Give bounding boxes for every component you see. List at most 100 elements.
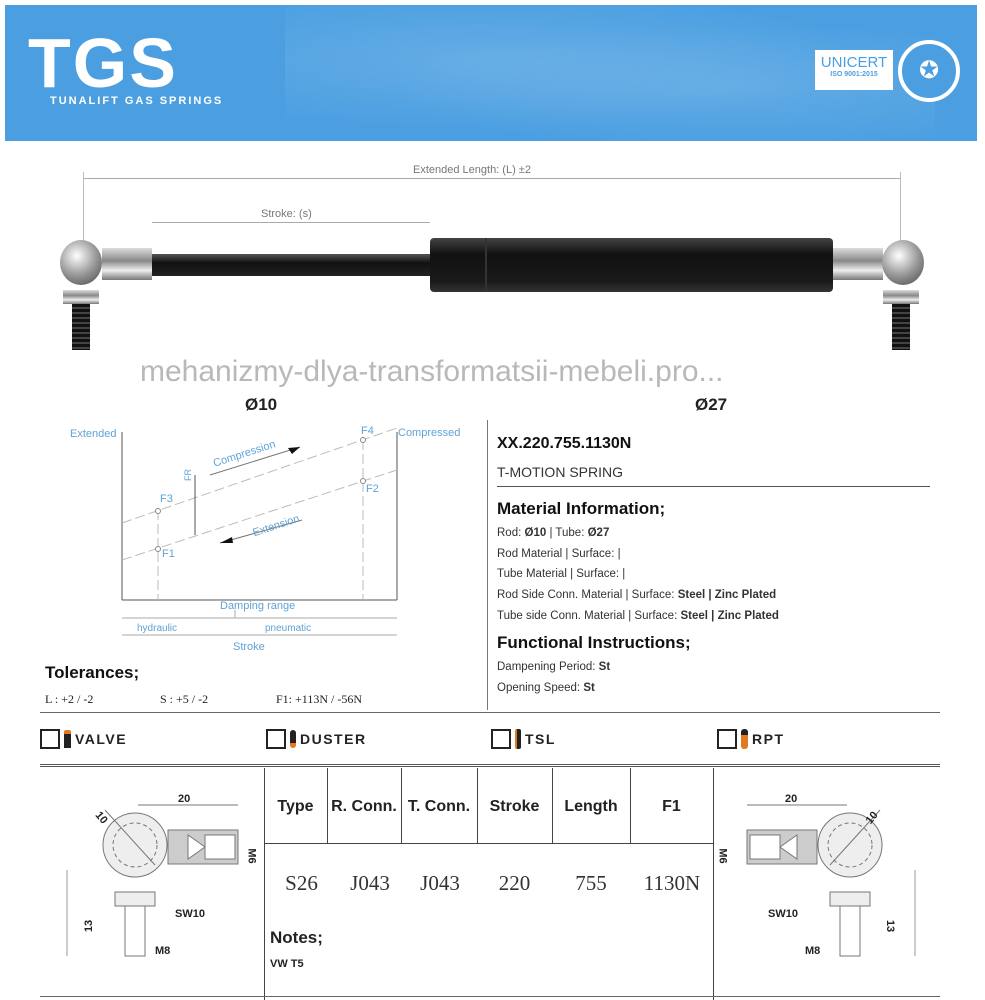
- tube-diameter: Ø27: [695, 395, 728, 414]
- col-divider: [401, 768, 402, 843]
- td-r-conn: J043: [350, 871, 390, 895]
- td-f1: 1130N: [643, 871, 701, 895]
- option-tsl[interactable]: TSL: [491, 729, 556, 749]
- ball-socket-left: [60, 240, 102, 285]
- dim-tick: [83, 172, 84, 252]
- damping-range-label: Damping range: [220, 600, 296, 612]
- compressed-label: Compressed: [398, 427, 461, 439]
- duster-checkbox[interactable]: [266, 729, 286, 749]
- f2-label: F2: [366, 483, 379, 495]
- tube-value: Ø27: [587, 527, 610, 539]
- col-divider: [630, 768, 631, 843]
- col-divider: [477, 768, 478, 843]
- td-t-conn: J043: [420, 871, 460, 895]
- cert-standard: ISO 9001:2015: [830, 71, 878, 78]
- rod-conn-value: Steel | Zinc Plated: [677, 589, 777, 601]
- bottom-divider: [40, 996, 940, 997]
- pneumatic-label: pneumatic: [265, 623, 312, 634]
- th-r-conn: R. Conn.: [331, 798, 397, 815]
- tube-fitting-height: 13: [884, 919, 897, 933]
- th-f1: F1: [662, 798, 681, 815]
- tube-label: | Tube:: [546, 527, 588, 539]
- material-title: Material Information;: [497, 499, 666, 518]
- table-border-right: [713, 768, 714, 1000]
- divider: [497, 486, 930, 487]
- dim-tick: [900, 172, 901, 252]
- tube-fitting-wrench: SW10: [768, 908, 798, 920]
- tube-material: Tube Material | Surface: |: [497, 568, 626, 580]
- tolerances-title: Tolerances;: [45, 663, 140, 682]
- product-code: XX.220.755.1130N: [497, 435, 632, 452]
- option-duster[interactable]: DUSTER: [266, 729, 367, 749]
- rod-conn-material: Rod Side Conn. Material | Surface: Steel…: [497, 589, 776, 601]
- f3-label: F3: [160, 493, 173, 505]
- eagle-seal-icon: ✪: [898, 40, 960, 102]
- tsl-checkbox[interactable]: [491, 729, 511, 749]
- valve-checkbox[interactable]: [40, 729, 60, 749]
- tolerance-f1: F1: +113N / -56N: [276, 692, 362, 706]
- td-type: S26: [285, 871, 318, 895]
- tgs-logo: TGS: [28, 24, 178, 102]
- tube-conn-label: Tube side Conn. Material | Surface:: [497, 610, 681, 622]
- f1-label: F1: [162, 548, 175, 560]
- duster-icon: [290, 730, 296, 748]
- rpt-label: RPT: [752, 731, 785, 747]
- product-name: T-MOTION SPRING: [497, 464, 623, 480]
- rod-fitting-thread: M6: [245, 848, 258, 864]
- option-valve[interactable]: VALVE: [40, 729, 127, 749]
- option-rpt[interactable]: RPT: [717, 729, 785, 749]
- header-row-divider: [264, 843, 714, 844]
- double-divider: [40, 764, 940, 767]
- tube-fitting-width: 20: [785, 793, 798, 805]
- rpt-checkbox[interactable]: [717, 729, 737, 749]
- rod-fitting-drawing: [66, 804, 239, 957]
- rod-fitting-bolt: M8: [155, 945, 171, 957]
- extended-length-line: [83, 178, 901, 179]
- rod-fitting-height: 13: [83, 919, 96, 933]
- dampening-value: St: [598, 661, 611, 673]
- stroke-diagram-label: Stroke: [233, 641, 265, 653]
- nut-right: [883, 290, 919, 304]
- tube-conn-material: Tube side Conn. Material | Surface: Stee…: [497, 610, 779, 622]
- tolerance-s: S : +5 / -2: [160, 692, 209, 706]
- duster-label: DUSTER: [300, 731, 367, 747]
- valve-label: VALVE: [75, 731, 128, 747]
- tube-fitting-bolt: M8: [805, 945, 821, 957]
- speed-label: Opening Speed:: [497, 682, 584, 694]
- tsl-icon: [515, 729, 521, 749]
- bolt-left: [72, 304, 90, 350]
- rod-fitting-wrench: SW10: [175, 908, 205, 920]
- piston-rod: [150, 254, 435, 276]
- rod-tube-diameters: Rod: Ø10 | Tube: Ø27: [497, 527, 609, 539]
- cylinder-tube: [430, 238, 833, 292]
- dampening-period: Dampening Period: St: [497, 661, 610, 673]
- th-stroke: Stroke: [489, 798, 540, 815]
- rod-label: Rod:: [497, 527, 525, 539]
- tube-fitting-thread: M6: [716, 848, 729, 864]
- watermark: mehanizmy-dlya-transformatsii-mebeli.pro…: [140, 355, 724, 388]
- dampening-label: Dampening Period:: [497, 661, 599, 673]
- rod-value: Ø10: [524, 527, 547, 539]
- ball-socket-right: [882, 240, 924, 285]
- logo-subtitle: TUNALIFT GAS SPRINGS: [50, 95, 224, 107]
- col-divider: [327, 768, 328, 843]
- force-diagram: [121, 427, 398, 636]
- f4-label: F4: [361, 425, 374, 437]
- td-stroke: 220: [498, 871, 531, 895]
- unicert-badge: UNICERT ISO 9001:2015: [815, 50, 893, 90]
- rod-conn-label: Rod Side Conn. Material | Surface:: [497, 589, 678, 601]
- td-length: 755: [575, 871, 607, 895]
- extended-length-label: Extended Length: (L) ±2: [410, 164, 534, 176]
- th-length: Length: [564, 798, 618, 815]
- extended-label: Extended: [70, 428, 117, 440]
- rpt-icon: [741, 729, 748, 749]
- section-divider: [487, 420, 488, 710]
- col-divider: [552, 768, 553, 843]
- divider: [40, 712, 940, 713]
- valve-icon: [64, 730, 71, 748]
- nut-left: [63, 290, 99, 304]
- opening-speed: Opening Speed: St: [497, 682, 595, 694]
- notes-text: VW T5: [270, 958, 304, 970]
- tolerance-l: L : +2 / -2: [45, 692, 94, 706]
- tube-end-fitting: [833, 248, 883, 280]
